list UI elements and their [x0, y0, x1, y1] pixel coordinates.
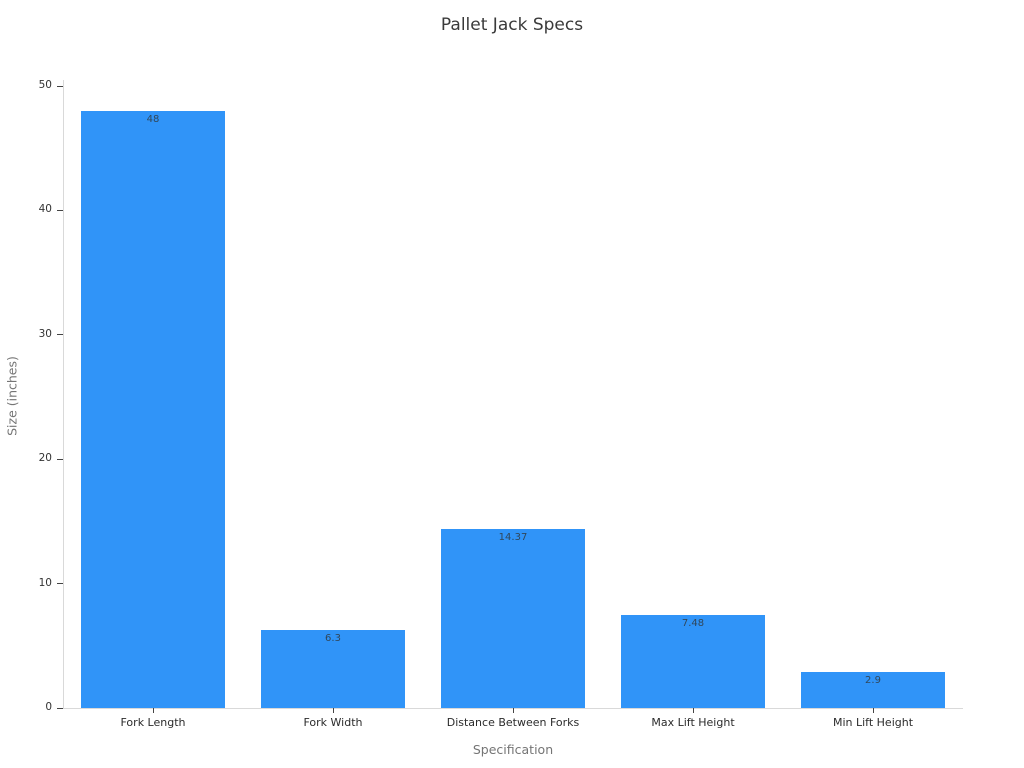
x-category-label: Distance Between Forks	[446, 716, 580, 729]
x-tick-mark	[332, 708, 334, 713]
y-tick-mark	[57, 458, 63, 460]
bar: 2.9	[801, 671, 945, 708]
bar: 14.37	[441, 529, 585, 708]
y-tick-label: 20	[38, 452, 52, 465]
bar: 7.48	[621, 614, 765, 708]
bar-value-label: 14.37	[498, 532, 528, 544]
y-axis-title: Size (inches)	[4, 356, 20, 436]
bar: 48	[81, 110, 225, 708]
bar-value-label: 48	[146, 113, 160, 125]
x-category-label: Max Lift Height	[651, 716, 735, 729]
x-category-label: Fork Length	[120, 716, 186, 729]
x-tick-mark	[692, 708, 694, 713]
bar-value-label: 2.9	[865, 674, 881, 686]
y-tick-label: 50	[38, 79, 52, 91]
x-tick-mark	[512, 708, 514, 713]
x-tick-mark	[152, 708, 154, 713]
y-axis-line	[63, 80, 64, 708]
y-tick-label: 30	[38, 327, 52, 340]
bar: 6.3	[261, 629, 405, 708]
bar-value-label: 7.48	[681, 617, 705, 629]
y-tick-label: 40	[38, 203, 52, 216]
x-category-label: Fork Width	[303, 716, 363, 729]
chart-title: Pallet Jack Specs	[440, 15, 584, 35]
x-tick-mark	[872, 708, 874, 713]
y-tick-mark	[57, 707, 63, 709]
y-tick-mark	[57, 583, 63, 585]
x-category-label: Min Lift Height	[832, 716, 914, 729]
bar-value-label: 6.3	[325, 632, 341, 644]
y-tick-label: 0	[45, 701, 52, 713]
y-tick-label: 10	[38, 576, 52, 589]
y-tick-mark	[57, 334, 63, 336]
y-tick-mark	[57, 209, 63, 211]
y-tick-mark	[57, 85, 63, 87]
x-axis-title: Specification	[472, 742, 554, 757]
